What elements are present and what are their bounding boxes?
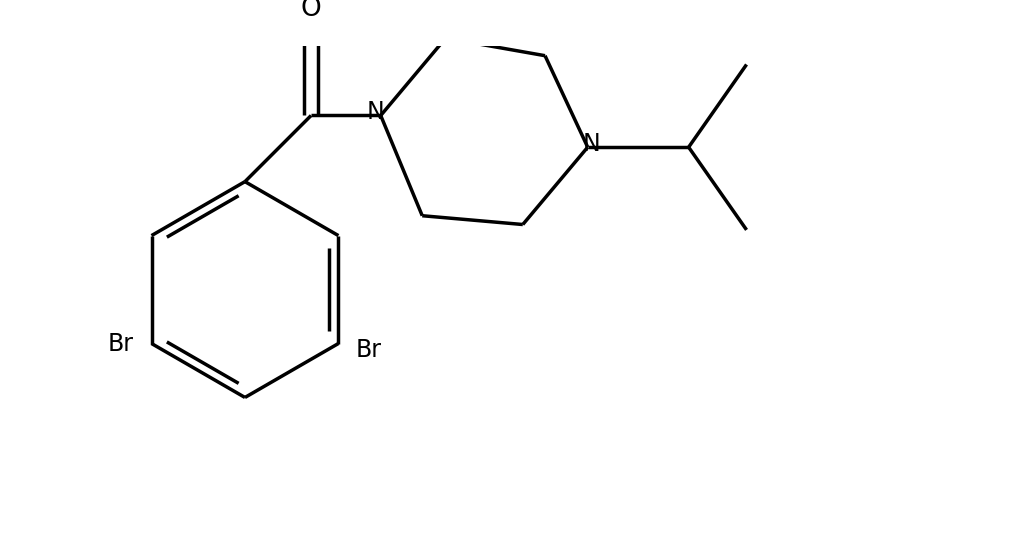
Text: Br: Br xyxy=(356,338,382,362)
Text: N: N xyxy=(583,132,600,155)
Text: O: O xyxy=(301,0,321,21)
Text: Br: Br xyxy=(108,331,134,355)
Text: N: N xyxy=(366,100,384,124)
